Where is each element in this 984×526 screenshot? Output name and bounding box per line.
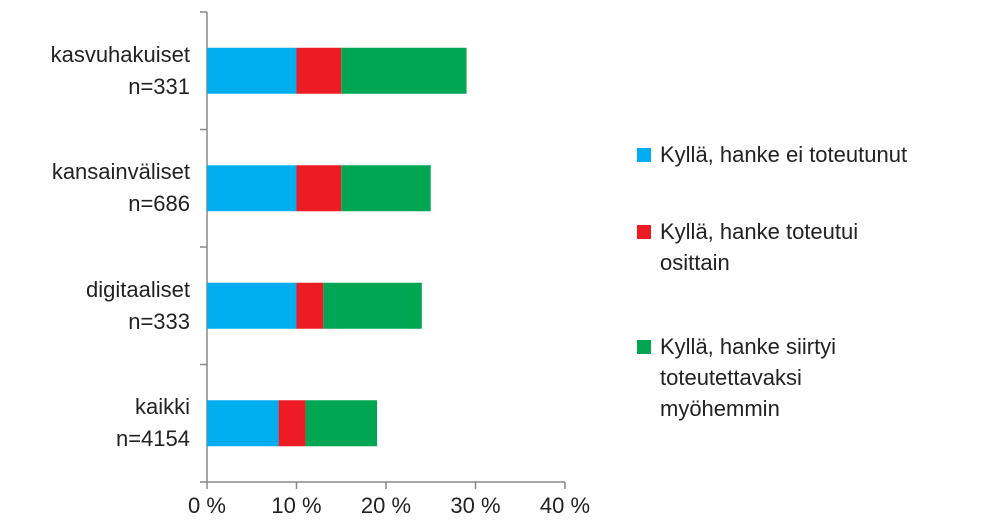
- legend-label: Kyllä, hanke siirtyi toteutettavaksi myö…: [660, 334, 837, 421]
- x-tick-label: 0 %: [188, 493, 226, 518]
- bar-segment: [207, 165, 297, 212]
- bar-segment: [305, 400, 378, 447]
- bar-segment: [341, 47, 467, 94]
- legend-swatch: [637, 148, 651, 162]
- legend-swatch: [637, 340, 651, 354]
- bar-segment: [207, 400, 279, 447]
- bar-segment: [207, 47, 297, 94]
- category-label: kaikki n=4154: [115, 394, 190, 452]
- legend-label: Kyllä, hanke toteutui osittain: [660, 219, 859, 275]
- legend-swatch: [637, 225, 651, 239]
- x-tick-label: 30 %: [450, 493, 501, 518]
- x-tick-label: 40 %: [539, 493, 591, 518]
- bar-segment: [296, 282, 324, 329]
- category-label: kasvuhakuiset n=331: [50, 41, 190, 99]
- bar-segment: [323, 282, 422, 329]
- bar-segment: [207, 282, 297, 329]
- x-tick-label: 20 %: [360, 493, 412, 518]
- x-tick-label: 10 %: [271, 493, 322, 518]
- bar-segment: [296, 47, 342, 94]
- category-label: digitaaliset n=333: [86, 276, 190, 334]
- category-label: kansainväliset n=686: [51, 159, 190, 217]
- bar-segment: [341, 165, 431, 212]
- bar-segment: [296, 165, 342, 212]
- legend-label: Kyllä, hanke ei toteutunut: [660, 142, 908, 167]
- bar-segment: [278, 400, 306, 447]
